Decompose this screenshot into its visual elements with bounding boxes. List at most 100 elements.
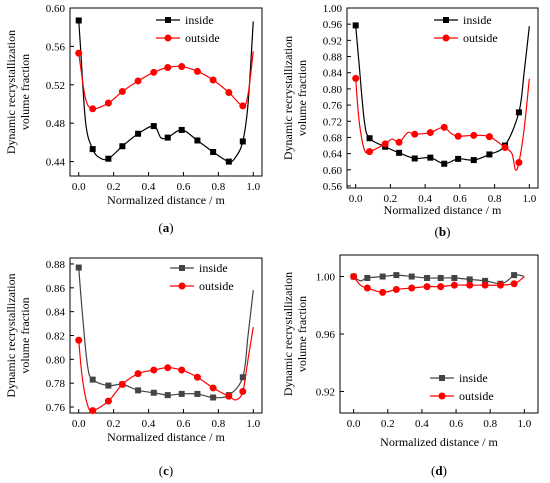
series-outside — [350, 273, 525, 296]
data-point-outside — [89, 407, 97, 415]
data-point-inside — [470, 157, 477, 164]
plot-frame — [69, 7, 263, 177]
series-line-inside — [353, 274, 525, 285]
y-tick-label: 0.52 — [46, 80, 65, 92]
data-point-inside — [89, 146, 96, 153]
data-point-outside — [134, 77, 142, 85]
data-point-outside — [395, 138, 403, 146]
legend-marker — [438, 392, 446, 400]
y-tick-label: 0.78 — [46, 378, 66, 390]
data-point-inside — [210, 394, 217, 401]
data-point-inside — [455, 155, 462, 162]
x-tick-label: 1.0 — [246, 181, 260, 193]
x-tick-label: 1.0 — [522, 193, 536, 205]
data-point-outside — [350, 273, 358, 281]
legend-label: inside — [185, 13, 214, 27]
series-line-inside — [78, 267, 254, 399]
series-inside — [75, 17, 254, 165]
x-tick-label: 0.4 — [418, 193, 432, 205]
data-point-outside — [363, 284, 371, 292]
data-point-outside — [379, 288, 387, 296]
data-point-inside — [164, 134, 171, 141]
plot-frame — [346, 7, 539, 189]
y-tick-label: 0.56 — [46, 41, 66, 53]
x-axis-title: Normalized distance / m — [107, 193, 225, 207]
data-point-outside — [470, 131, 478, 139]
legend-marker — [178, 282, 186, 290]
y-tick-label: 0.80 — [46, 354, 66, 366]
data-point-inside — [379, 273, 386, 280]
data-point-inside — [396, 149, 403, 156]
y-tick-label: 0.72 — [323, 116, 342, 128]
data-point-inside — [150, 389, 157, 396]
data-point-inside — [178, 390, 185, 397]
data-point-outside — [164, 64, 172, 72]
y-tick-label: 0.76 — [46, 402, 66, 414]
panel-label: (c) — [159, 463, 173, 478]
data-point-outside — [75, 336, 83, 344]
legend-item-outside: outside — [156, 31, 220, 45]
legend: inside outside — [434, 13, 498, 45]
y-tick-label: 0.60 — [323, 165, 343, 177]
data-point-inside — [427, 154, 434, 161]
data-point-outside — [209, 384, 217, 392]
data-point-outside — [75, 49, 83, 57]
data-point-outside — [225, 88, 233, 96]
data-point-inside — [89, 376, 96, 383]
data-point-inside — [210, 149, 217, 155]
data-point-outside — [164, 364, 172, 372]
data-point-outside — [366, 148, 374, 156]
y-tick-label: 0.96 — [323, 19, 343, 31]
data-point-outside — [437, 283, 445, 291]
data-point-outside — [193, 67, 201, 75]
data-point-outside — [515, 159, 523, 167]
data-point-outside — [104, 99, 112, 107]
legend: inside outside — [170, 261, 234, 293]
legend-label: outside — [185, 31, 220, 45]
y-tick-label: 0.60 — [46, 3, 66, 15]
data-point-inside — [119, 143, 126, 150]
x-tick-label: 0.0 — [349, 193, 363, 205]
data-point-inside — [451, 274, 458, 281]
y-tick-label: 0.84 — [323, 68, 343, 80]
y-tick-label: 0.96 — [316, 329, 336, 341]
x-tick-label: 0.4 — [415, 418, 429, 430]
data-point-inside — [194, 137, 201, 144]
x-tick-label: 0.2 — [384, 193, 398, 205]
y-tick-label: 0.64 — [323, 149, 343, 161]
y-tick-label: 0.84 — [46, 307, 66, 319]
data-point-inside — [105, 155, 112, 162]
series-outside — [352, 74, 530, 171]
legend-item-inside: inside — [434, 13, 492, 27]
legend-item-inside: inside — [430, 371, 488, 385]
y-tick-label: 0.92 — [316, 386, 335, 398]
panel-label: (a) — [158, 220, 173, 235]
data-point-inside — [486, 151, 493, 158]
data-point-inside — [515, 109, 522, 116]
legend: inside outside — [430, 371, 494, 403]
y-tick-label: 0.48 — [46, 118, 66, 130]
data-point-inside — [482, 277, 489, 284]
panel-label: (b) — [435, 224, 451, 239]
y-axis-title-line: volume fraction — [18, 297, 32, 373]
x-tick-label: 0.6 — [449, 418, 463, 430]
data-point-outside — [118, 88, 126, 96]
legend-item-outside: outside — [434, 31, 498, 45]
legend-marker — [165, 17, 171, 23]
data-point-outside — [450, 281, 458, 289]
y-tick-label: 0.56 — [323, 181, 343, 193]
x-tick-label: 0.2 — [107, 418, 121, 430]
y-tick-label: 0.68 — [323, 132, 343, 144]
y-tick-label: 0.88 — [46, 259, 66, 271]
data-point-inside — [393, 272, 400, 279]
data-point-inside — [366, 135, 373, 142]
x-axis-title: Normalized distance / m — [380, 435, 498, 449]
series-line-inside — [355, 25, 530, 165]
y-tick-label: 0.88 — [323, 52, 343, 64]
data-point-inside — [135, 130, 142, 137]
y-axis-title-line: volume fraction — [295, 60, 309, 136]
legend-marker — [164, 34, 172, 42]
series-line-outside — [78, 51, 254, 110]
data-point-outside — [352, 74, 360, 82]
legend-label: inside — [459, 371, 488, 385]
